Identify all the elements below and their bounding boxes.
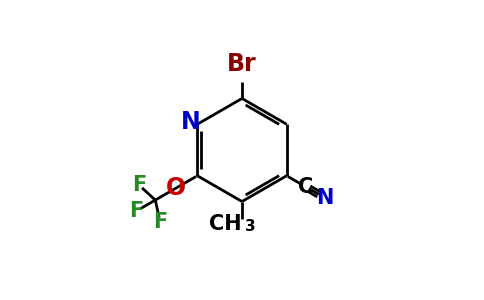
Text: N: N [316,188,333,208]
Text: O: O [166,176,186,200]
Text: N: N [181,110,201,134]
Text: C: C [298,177,313,197]
Text: 3: 3 [245,219,256,234]
Text: F: F [153,212,167,232]
Text: F: F [129,201,143,221]
Text: F: F [132,175,146,195]
Text: CH: CH [209,214,242,234]
Text: Br: Br [227,52,257,76]
